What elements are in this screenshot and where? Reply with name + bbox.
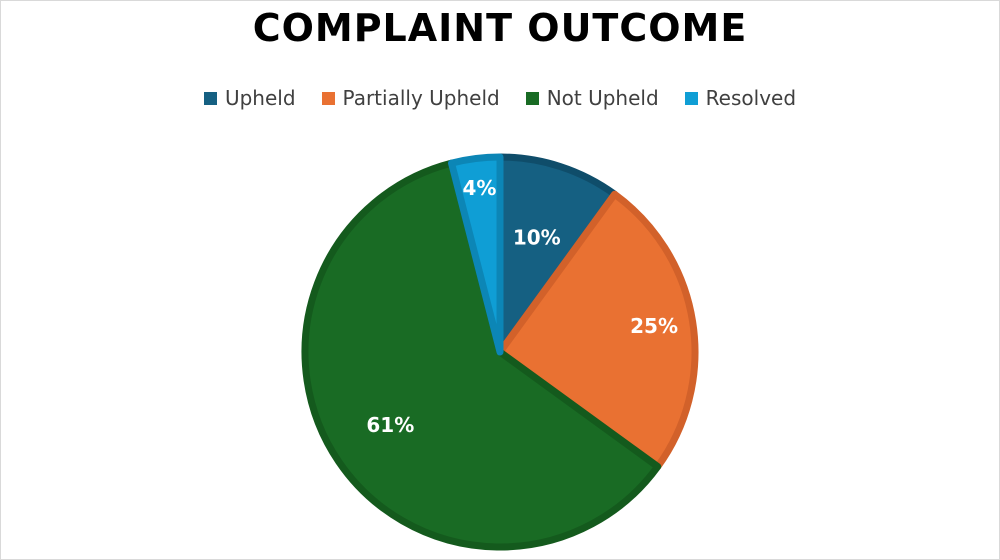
pie-labels: 10% 25% 61% 4% — [366, 176, 678, 437]
data-label: 25% — [630, 314, 678, 338]
pie-slices — [301, 153, 699, 551]
legend-label: Partially Upheld — [342, 86, 500, 110]
chart-title: COMPLAINT OUTCOME — [252, 6, 748, 50]
legend-swatch — [684, 91, 698, 105]
legend-label: Resolved — [705, 86, 797, 110]
legend-item: Upheld — [203, 86, 296, 110]
legend-label: Not Upheld — [546, 86, 659, 110]
legend-swatch — [525, 91, 539, 105]
legend-swatch — [321, 91, 335, 105]
legend-swatch — [203, 91, 217, 105]
legend-item: Not Upheld — [525, 86, 659, 110]
data-label: 10% — [513, 225, 561, 249]
data-label: 61% — [366, 413, 414, 437]
pie-slice-not-upheld — [301, 159, 662, 551]
legend-item: Resolved — [684, 86, 797, 110]
pie-slice-resolved — [448, 153, 504, 356]
legend: Upheld Partially Upheld Not Upheld Resolved — [0, 86, 1000, 110]
legend-item: Partially Upheld — [321, 86, 500, 110]
pie-slice-partially-upheld — [496, 190, 699, 471]
legend-label: Upheld — [224, 86, 296, 110]
pie-slice-upheld — [496, 153, 619, 356]
data-label: 4% — [462, 176, 496, 200]
